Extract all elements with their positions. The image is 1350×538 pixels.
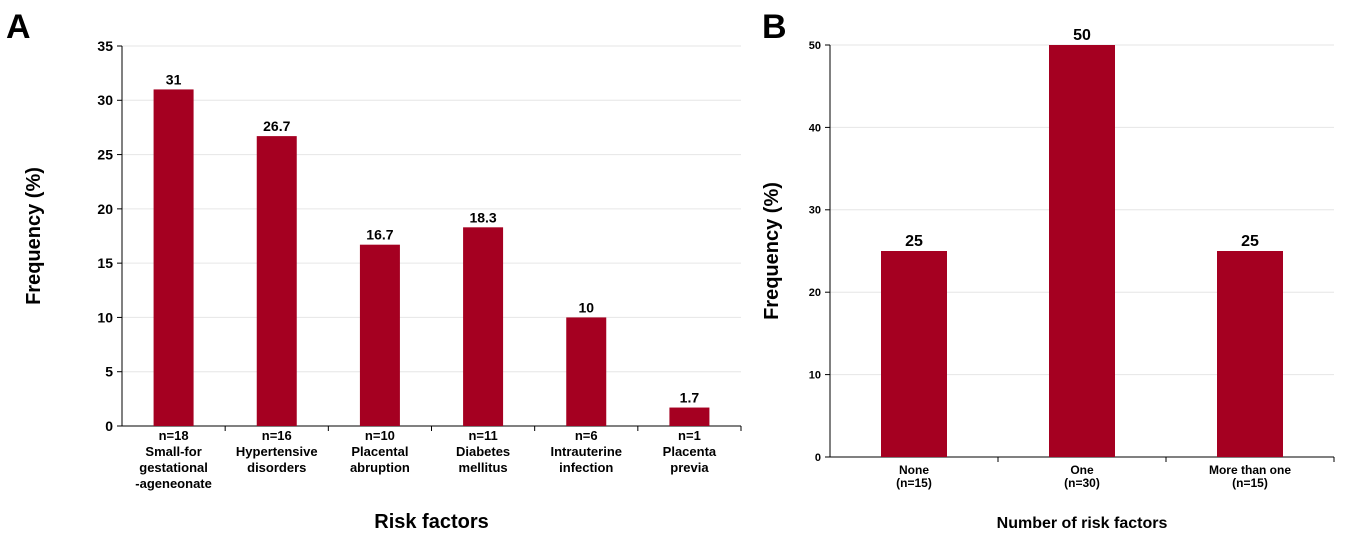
panel-b-bar bbox=[1217, 251, 1283, 457]
panel-a-bar bbox=[256, 136, 297, 426]
panel-a-category-line: Diabetes bbox=[456, 444, 510, 459]
panel-b-data-label: 25 bbox=[905, 233, 923, 250]
panel-a-category-line: gestational bbox=[139, 460, 208, 475]
panel-a-data-label: 16.7 bbox=[366, 227, 393, 243]
panel-b-letter: B bbox=[762, 8, 787, 46]
panel-a-category-label: n=6 Intrauterine infection bbox=[550, 428, 622, 475]
panel-a-data-label: 1.7 bbox=[680, 390, 700, 406]
panel-b-bar bbox=[1049, 45, 1115, 457]
panel-a-category-line: n=10 bbox=[365, 428, 395, 443]
panel-a-bar bbox=[463, 227, 504, 426]
panel-b-y-axis-title: Frequency (%) bbox=[761, 182, 783, 320]
panel-b-category-label: None (n=15) bbox=[896, 463, 932, 490]
panel-a-category-line: abruption bbox=[350, 460, 410, 475]
panel-a-y-tick-label: 30 bbox=[97, 92, 113, 108]
panel-b-y-tick-label: 20 bbox=[809, 287, 821, 299]
panel-a-category-line: Placenta bbox=[663, 444, 717, 459]
panel-b-y-tick-label: 40 bbox=[809, 122, 821, 134]
panel-a-data-label: 18.3 bbox=[469, 209, 496, 225]
panel-b-x-axis-title: Number of risk factors bbox=[997, 515, 1168, 532]
panel-b-category-label: More than one (n=15) bbox=[1209, 463, 1291, 490]
panel-b-category-line: (n=15) bbox=[1232, 476, 1268, 490]
panel-a-category-label: n=1 Placenta previa bbox=[663, 428, 717, 475]
panel-b-category-line: (n=15) bbox=[896, 476, 932, 490]
panel-a-category-line: n=6 bbox=[575, 428, 598, 443]
panel-b-category-line: One bbox=[1070, 463, 1094, 477]
panel-a-y-tick-label: 10 bbox=[97, 309, 113, 325]
panel-a-category-line: -ageneonate bbox=[135, 476, 212, 491]
panel-a-category-line: n=16 bbox=[262, 428, 292, 443]
panel-b-category-label: One (n=30) bbox=[1064, 463, 1100, 490]
panel-a: A 0 5 10 15 20 25 30 35 31 n=18 Small-for gestation… bbox=[6, 8, 742, 533]
panel-a-category-line: Small-for bbox=[145, 444, 201, 459]
panel-b-bar bbox=[881, 251, 947, 457]
panel-a-category-line: n=11 bbox=[468, 428, 497, 443]
panel-a-category-line: infection bbox=[559, 460, 613, 475]
panel-a-y-axis-title: Frequency (%) bbox=[23, 167, 45, 305]
panel-a-letter: A bbox=[6, 8, 31, 46]
panel-a-bar bbox=[153, 89, 194, 426]
panel-a-category-line: Hypertensive bbox=[236, 444, 318, 459]
panel-a-x-axis-title: Risk factors bbox=[374, 511, 489, 533]
panel-b-y-tick-label: 30 bbox=[809, 205, 821, 217]
panel-b-data-label: 50 bbox=[1073, 27, 1091, 44]
panel-a-category-label: n=10 Placental abruption bbox=[350, 428, 410, 475]
panel-a-y-tick-label: 25 bbox=[97, 146, 113, 162]
panel-a-category-line: n=18 bbox=[159, 428, 189, 443]
panel-a-category-line: previa bbox=[670, 460, 709, 475]
panel-a-y-tick-label: 0 bbox=[105, 418, 113, 434]
panel-a-category-line: mellitus bbox=[459, 460, 508, 475]
panel-a-data-label: 31 bbox=[166, 71, 182, 87]
panel-b-category-line: More than one bbox=[1209, 463, 1291, 477]
panel-a-y-tick-label: 15 bbox=[97, 255, 113, 271]
panel-a-category-label: n=11 Diabetes mellitus bbox=[456, 428, 510, 475]
panel-b-y-tick-label: 10 bbox=[809, 369, 821, 381]
panel-a-y-tick-label: 35 bbox=[97, 38, 113, 54]
panel-b-data-label: 25 bbox=[1241, 233, 1259, 250]
panel-a-category-line: n=1 bbox=[678, 428, 701, 443]
panel-a-y-tick-label: 20 bbox=[97, 201, 113, 217]
panel-a-category-label: n=18 Small-for gestational -ageneonate bbox=[135, 428, 212, 491]
panel-b-category-line: None bbox=[899, 463, 929, 477]
panel-a-category-line: disorders bbox=[247, 460, 306, 475]
panel-a-category-line: Intrauterine bbox=[550, 444, 622, 459]
panel-b-category-line: (n=30) bbox=[1064, 476, 1100, 490]
panel-a-data-label: 10 bbox=[578, 299, 594, 315]
panel-a-y-tick-label: 5 bbox=[105, 364, 113, 380]
panel-a-data-label: 26.7 bbox=[263, 118, 290, 134]
panel-a-bar bbox=[566, 317, 607, 426]
panel-b-y-tick-label: 0 bbox=[815, 452, 821, 464]
panel-a-bar bbox=[669, 407, 710, 426]
panel-a-category-label: n=16 Hypertensive disorders bbox=[236, 428, 318, 475]
panel-a-bar bbox=[359, 244, 400, 426]
panel-b-y-tick-label: 50 bbox=[809, 40, 821, 52]
panel-a-category-line: Placental bbox=[351, 444, 408, 459]
